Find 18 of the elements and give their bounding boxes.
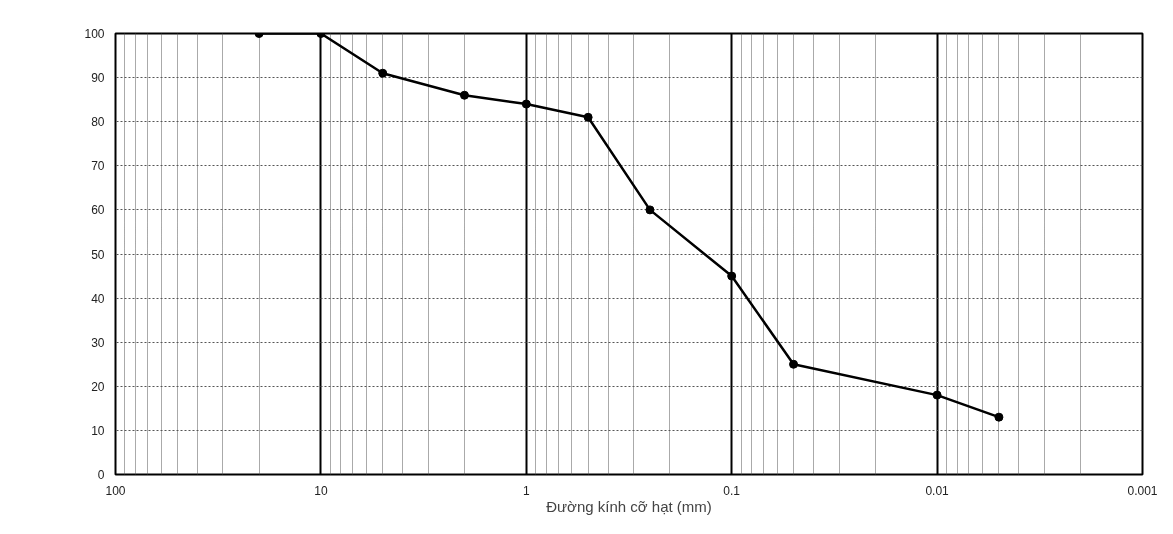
y-tick-label: 30 — [91, 335, 105, 350]
y-tick-label: 10 — [91, 423, 105, 438]
x-tick-label: 0.1 — [723, 483, 741, 498]
x-tick-label: 0.001 — [1127, 483, 1158, 498]
y-tick-label: 70 — [91, 159, 105, 174]
y-tick-label: 40 — [91, 291, 105, 306]
y-tick-label: 0 — [97, 468, 105, 482]
y-tick-label: 80 — [91, 115, 105, 130]
y-tick-label: 20 — [91, 379, 105, 394]
x-tick-label: 1 — [522, 483, 530, 498]
y-tick-label: 90 — [91, 71, 105, 86]
x-tick-label: 10 — [314, 483, 328, 498]
x-axis-title: Đường kính cỡ hạt (mm) — [546, 497, 712, 515]
y-tick-label: 100 — [84, 27, 105, 41]
x-tick-label: 0.01 — [925, 483, 950, 498]
x-tick-label: 100 — [105, 483, 126, 498]
y-tick-label: 50 — [91, 247, 105, 262]
y-tick-label: 60 — [91, 203, 105, 218]
